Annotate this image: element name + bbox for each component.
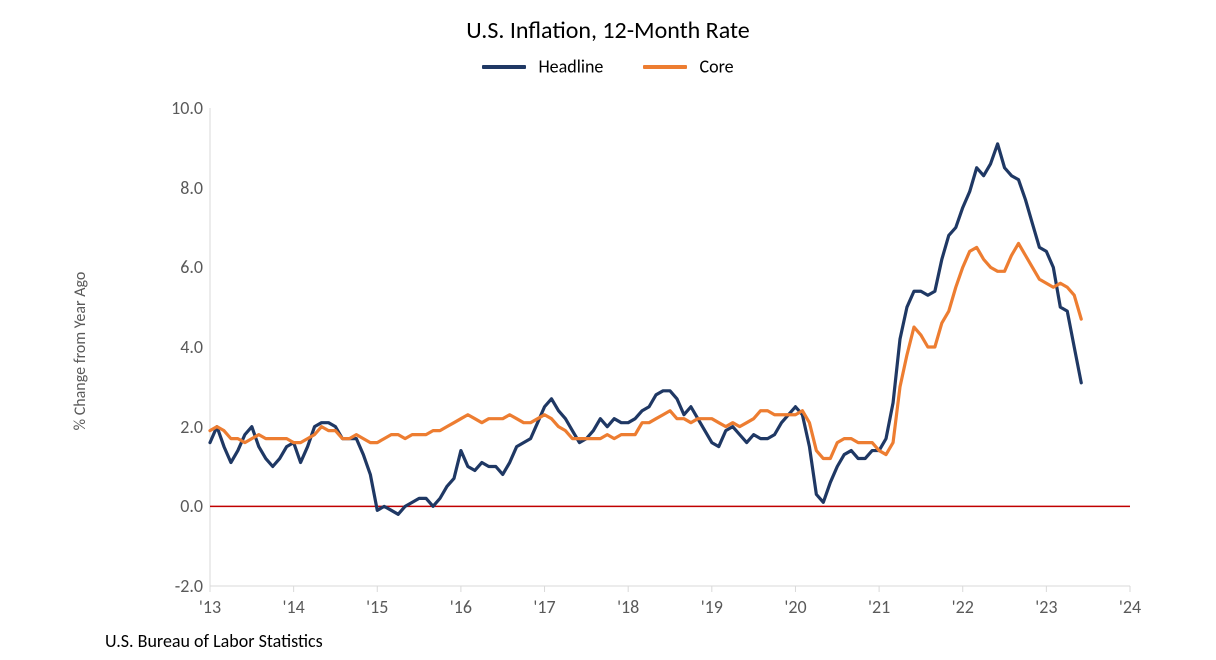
x-tick-label: '16 — [450, 596, 472, 618]
source-text: U.S. Bureau of Labor Statistics — [105, 630, 323, 652]
x-tick-label: '20 — [784, 596, 806, 618]
x-tick-label: '19 — [701, 596, 723, 618]
y-tick-label: 2.0 — [148, 416, 203, 438]
x-tick-label: '18 — [617, 596, 639, 618]
legend-item-headline: Headline — [482, 54, 603, 78]
series-headline — [210, 144, 1081, 514]
series-core — [210, 243, 1081, 458]
x-tick-label: '24 — [1119, 596, 1141, 618]
legend-label-headline: Headline — [538, 56, 603, 78]
chart-stage: U.S. Inflation, 12-Month Rate Headline C… — [0, 0, 1216, 660]
x-tick-label: '15 — [366, 596, 388, 618]
y-tick-label: 8.0 — [148, 177, 203, 199]
x-tick-label: '21 — [868, 596, 890, 618]
legend: Headline Core — [0, 54, 1216, 78]
chart-title: U.S. Inflation, 12-Month Rate — [0, 16, 1216, 45]
y-tick-label: -2.0 — [148, 575, 203, 597]
legend-label-core: Core — [700, 56, 734, 78]
x-tick-label: '13 — [199, 596, 221, 618]
y-tick-label: 10.0 — [148, 97, 203, 119]
y-tick-label: 4.0 — [148, 336, 203, 358]
x-tick-label: '23 — [1035, 596, 1057, 618]
x-tick-label: '22 — [952, 596, 974, 618]
legend-swatch-headline — [482, 65, 526, 69]
y-tick-label: 6.0 — [148, 256, 203, 278]
x-tick-label: '17 — [533, 596, 555, 618]
legend-item-core: Core — [643, 54, 733, 78]
y-axis-label: % Change from Year Ago — [71, 86, 90, 616]
x-tick-label: '14 — [283, 596, 305, 618]
plot-svg — [130, 86, 1140, 616]
y-tick-label: 0.0 — [148, 495, 203, 517]
legend-swatch-core — [643, 65, 687, 69]
plot-area — [130, 86, 1140, 616]
